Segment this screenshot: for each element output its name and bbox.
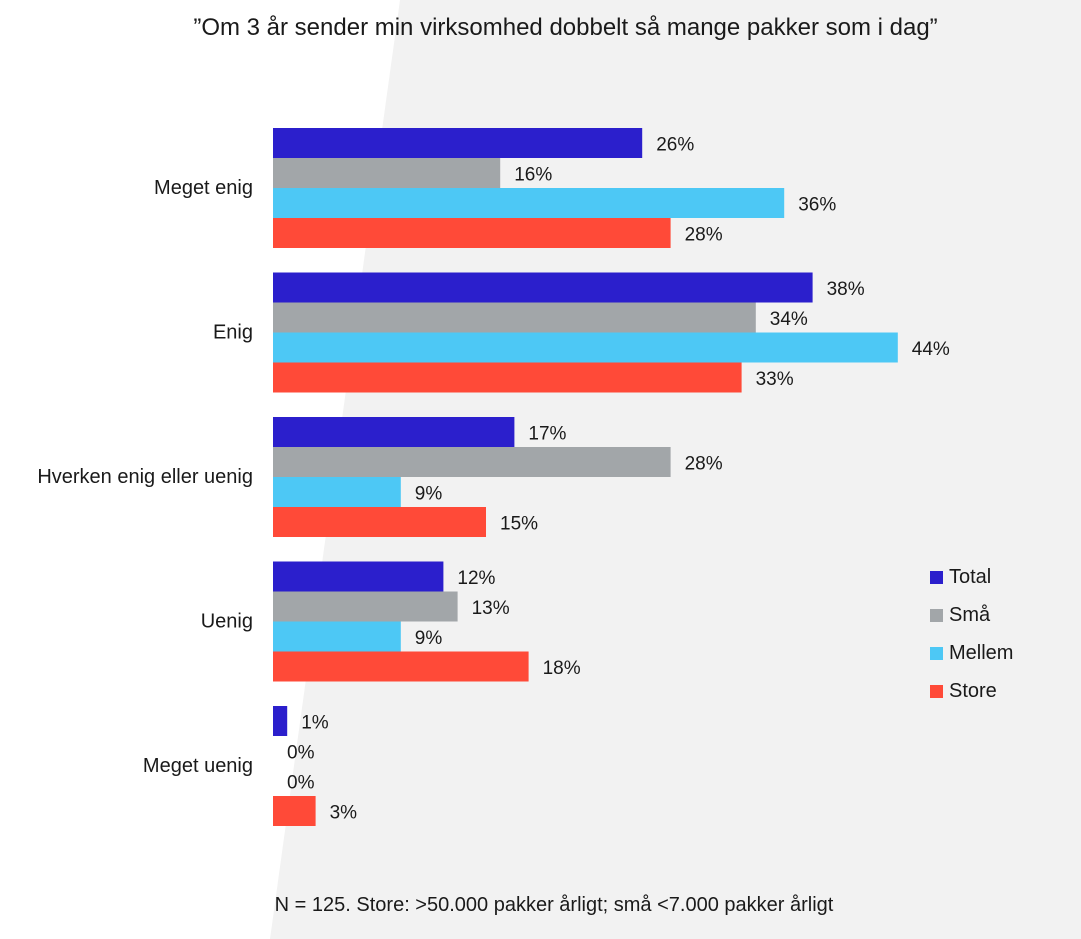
legend-item: Mellem	[930, 634, 1013, 672]
value-label: 16%	[514, 165, 552, 186]
bar-store-1	[273, 218, 671, 248]
value-label: 44%	[912, 339, 950, 360]
value-label: 33%	[756, 369, 794, 390]
value-label: 18%	[543, 658, 581, 679]
category-label: Enig	[213, 322, 253, 344]
value-label: 15%	[500, 514, 538, 535]
bar-store-3	[273, 507, 486, 537]
category-label: Meget uenig	[143, 755, 253, 777]
bar-mellem-2	[273, 332, 898, 363]
bar-store-5	[273, 796, 316, 826]
chart-title: ”Om 3 år sender min virksomhed dobbelt s…	[193, 14, 938, 41]
category-label: Uenig	[201, 611, 253, 633]
category-label: Hverken enig eller uenig	[37, 466, 253, 488]
bars	[273, 128, 898, 826]
value-label: 0%	[287, 743, 315, 764]
value-label: 1%	[301, 713, 329, 734]
bar-mellem-4	[273, 621, 401, 652]
value-label: 9%	[415, 484, 443, 505]
chart-legend: Total Små Mellem Store	[930, 558, 1013, 710]
category-label: Meget enig	[154, 177, 253, 199]
value-label: 26%	[656, 135, 694, 156]
bar-store-2	[273, 362, 742, 393]
value-label: 28%	[685, 225, 723, 246]
legend-item: Store	[930, 672, 1013, 710]
value-label: 3%	[330, 803, 358, 824]
bar-store-4	[273, 651, 529, 682]
legend-label: Små	[949, 603, 991, 626]
value-label: 12%	[457, 568, 495, 589]
legend-item: Total	[930, 558, 1013, 596]
value-label: 38%	[827, 279, 865, 300]
bar-små-1	[273, 158, 501, 188]
legend-swatch	[930, 684, 943, 698]
legend-swatch	[930, 646, 943, 660]
value-label: 34%	[770, 309, 808, 330]
legend-label: Mellem	[949, 641, 1014, 664]
bar-total-2	[273, 272, 813, 303]
bar-total-1	[273, 128, 643, 158]
value-label: 9%	[415, 628, 443, 649]
bar-total-5	[273, 706, 288, 736]
value-label: 13%	[472, 598, 510, 619]
value-label: 36%	[798, 195, 836, 216]
legend-label: Store	[949, 679, 997, 702]
legend-swatch	[930, 608, 943, 622]
value-label: 0%	[287, 773, 315, 794]
chart-footnote: N = 125. Store: >50.000 pakker årligt; s…	[274, 894, 834, 916]
legend-swatch	[930, 570, 943, 584]
bar-mellem-3	[273, 477, 401, 507]
legend-label: Total	[949, 565, 992, 588]
bar-små-2	[273, 302, 756, 333]
bar-små-3	[273, 447, 671, 477]
legend-item: Små	[930, 596, 1013, 634]
bar-små-4	[273, 591, 458, 622]
bar-mellem-1	[273, 188, 785, 218]
bar-total-4	[273, 561, 444, 592]
bar-total-3	[273, 417, 515, 447]
value-label: 28%	[685, 454, 723, 475]
value-label: 17%	[528, 424, 566, 445]
category-labels: Meget enig Enig Hverken enig eller uenig Ue…	[37, 177, 253, 777]
value-labels: 26% 16% 36% 28% 38% 34% 44% 33% 17% 28% 9% 15% 12% 13…	[287, 135, 950, 824]
